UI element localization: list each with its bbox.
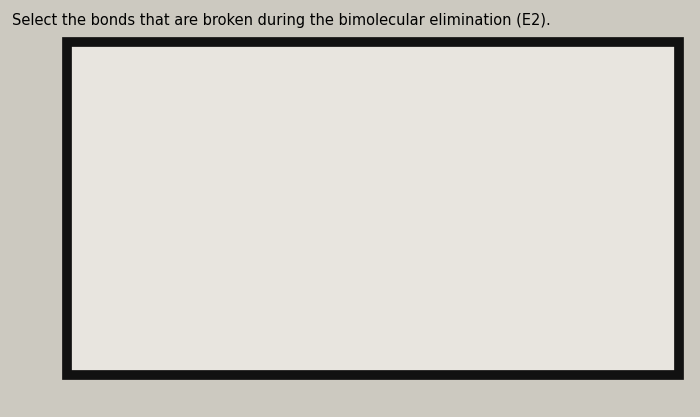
- Text: H: H: [484, 201, 492, 214]
- Text: CH$_3$: CH$_3$: [473, 166, 497, 181]
- Text: $^{-}$: $^{-}$: [566, 186, 573, 196]
- Polygon shape: [70, 40, 85, 59]
- Text: O: O: [368, 279, 377, 292]
- Text: Select the bonds that are broken during the bimolecular elimination (E2).: Select the bonds that are broken during …: [12, 13, 551, 28]
- Polygon shape: [370, 231, 388, 280]
- Text: H: H: [339, 226, 347, 239]
- Text: CH$_3$: CH$_3$: [622, 208, 646, 224]
- Text: $\cdot$Br$\cdot$: $\cdot$Br$\cdot$: [332, 163, 355, 176]
- Text: H$_3$C: H$_3$C: [320, 296, 344, 311]
- Text: :$\ddot{\mathrm{O}}$: :$\ddot{\mathrm{O}}$: [553, 190, 568, 206]
- Text: :: :: [380, 279, 384, 291]
- Text: H: H: [481, 251, 489, 264]
